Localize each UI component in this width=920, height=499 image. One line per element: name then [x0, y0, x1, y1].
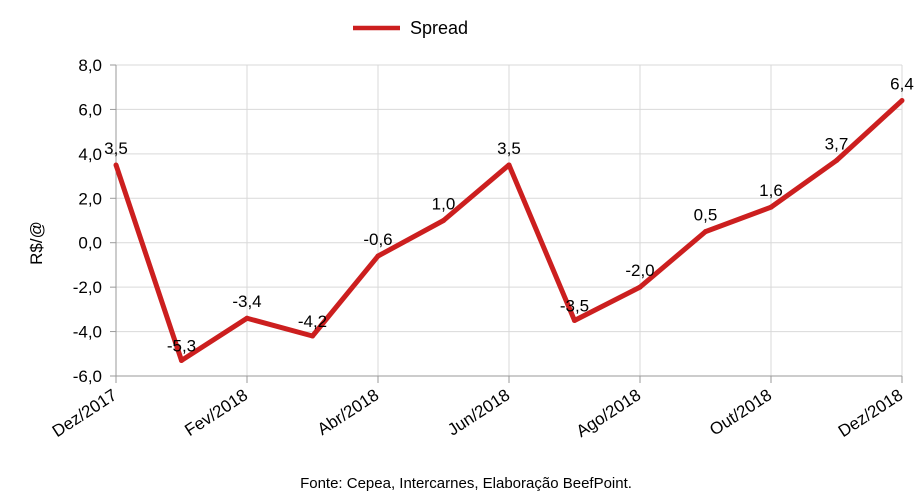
- y-tick-label: -2,0: [73, 278, 102, 297]
- data-label: -2,0: [625, 261, 654, 280]
- series-layer: [113, 98, 905, 363]
- data-point: [244, 315, 250, 321]
- data-label: 3,7: [825, 135, 849, 154]
- y-tick-label: 6,0: [78, 100, 102, 119]
- axis-layer: -6,0 -4,0 -2,0 0,0 2,0 4,0 6,0 8,0 Dez/2017 Fev/2…: [49, 56, 906, 441]
- data-label: -5,3: [167, 336, 196, 355]
- x-tick-label: Dez/2018: [835, 385, 906, 441]
- data-point: [375, 253, 381, 259]
- y-tick-label: -6,0: [73, 367, 102, 386]
- data-point: [179, 357, 184, 363]
- data-point: [572, 317, 577, 323]
- label-layer: 3,5 -5,3 -3,4 -4,2 -0,6 1,0 3,5 -3,5 -2,0 0,5 1,6 3…: [104, 75, 914, 356]
- data-label: 3,5: [104, 139, 128, 158]
- data-point: [310, 333, 315, 339]
- data-point: [441, 218, 446, 223]
- data-point: [113, 162, 119, 168]
- data-label: 3,5: [497, 139, 521, 158]
- x-tick-label: Dez/2017: [49, 385, 120, 441]
- x-tick-label: Abr/2018: [314, 385, 382, 439]
- data-point: [834, 158, 839, 164]
- data-label: -0,6: [363, 230, 392, 249]
- y-tick-label: -4,0: [73, 323, 102, 342]
- legend-label: Spread: [410, 18, 468, 38]
- data-label: 6,4: [890, 75, 914, 94]
- data-label: -3,5: [560, 296, 589, 315]
- legend: Spread: [353, 18, 468, 38]
- x-tick-label: Fev/2018: [181, 385, 251, 440]
- y-tick-label: 8,0: [78, 56, 102, 75]
- data-point: [899, 98, 905, 104]
- data-label: 0,5: [694, 206, 718, 225]
- data-label: -4,2: [298, 312, 327, 331]
- data-label: 1,6: [759, 181, 783, 200]
- y-tick-label: 0,0: [78, 234, 102, 253]
- data-point: [637, 284, 643, 290]
- data-point: [506, 162, 512, 168]
- data-point: [768, 204, 774, 210]
- x-tick-label: Ago/2018: [573, 385, 644, 441]
- x-tick-label: Jun/2018: [444, 385, 513, 439]
- source-note: Fonte: Cepea, Intercarnes, Elaboração Be…: [300, 475, 632, 492]
- y-tick-label: 4,0: [78, 145, 102, 164]
- grid-layer: [115, 64, 903, 377]
- data-point: [703, 229, 708, 235]
- y-tick-label: 2,0: [78, 189, 102, 208]
- data-label: 1,0: [432, 195, 456, 214]
- y-axis-title: R$/@: [27, 221, 46, 265]
- data-label: -3,4: [232, 292, 261, 311]
- x-tick-label: Out/2018: [706, 385, 775, 439]
